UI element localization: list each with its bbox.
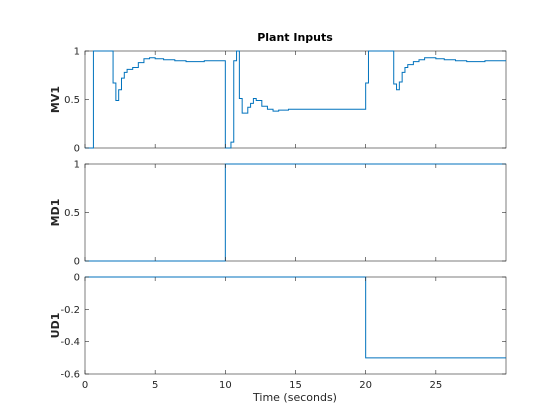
axes-3: 0 5 10 15 20 25 -0.6 -0.4 -0.2 0 UD1 bbox=[49, 273, 507, 391]
x-tick-label: 10 bbox=[219, 380, 232, 391]
plot-area-1 bbox=[84, 50, 507, 149]
subplot-group: 0 0.5 1 MV1 0 0.5 1 MD1 0 5 10 15 20 25 -0.6 -0.4 -0.2 0 U… bbox=[49, 47, 507, 391]
axes-2: 0 0.5 1 MD1 bbox=[49, 160, 507, 268]
x-axis-label: Time (seconds) bbox=[252, 391, 337, 404]
x-tick-label: 20 bbox=[359, 380, 372, 391]
y-axis-label: UD1 bbox=[49, 313, 62, 339]
y-axis-label: MD1 bbox=[49, 199, 62, 227]
y-tick-label: 0 bbox=[74, 144, 80, 155]
plot-area-3 bbox=[84, 276, 507, 375]
x-tick-label: 15 bbox=[289, 380, 302, 391]
figure-title: Plant Inputs bbox=[257, 31, 333, 44]
axes-1: 0 0.5 1 MV1 bbox=[49, 47, 507, 155]
y-tick-label: -0.6 bbox=[60, 370, 80, 381]
y-tick-label: 0 bbox=[74, 273, 80, 284]
series-line-1-1 bbox=[85, 50, 506, 149]
x-tick-label: 5 bbox=[152, 380, 158, 391]
x-tick-label: 0 bbox=[82, 380, 88, 391]
y-tick-label: 0.5 bbox=[64, 208, 80, 219]
y-tick-label: 0.5 bbox=[64, 95, 80, 106]
y-tick-label: 0 bbox=[74, 257, 80, 268]
y-tick-label: 1 bbox=[74, 47, 80, 58]
y-axis-label: MV1 bbox=[49, 86, 62, 113]
y-tick-label: -0.2 bbox=[60, 305, 80, 316]
x-tick-label: 25 bbox=[429, 380, 442, 391]
y-tick-label: 1 bbox=[74, 160, 80, 171]
y-tick-label: -0.4 bbox=[60, 337, 80, 348]
plot-area-2 bbox=[84, 163, 507, 262]
